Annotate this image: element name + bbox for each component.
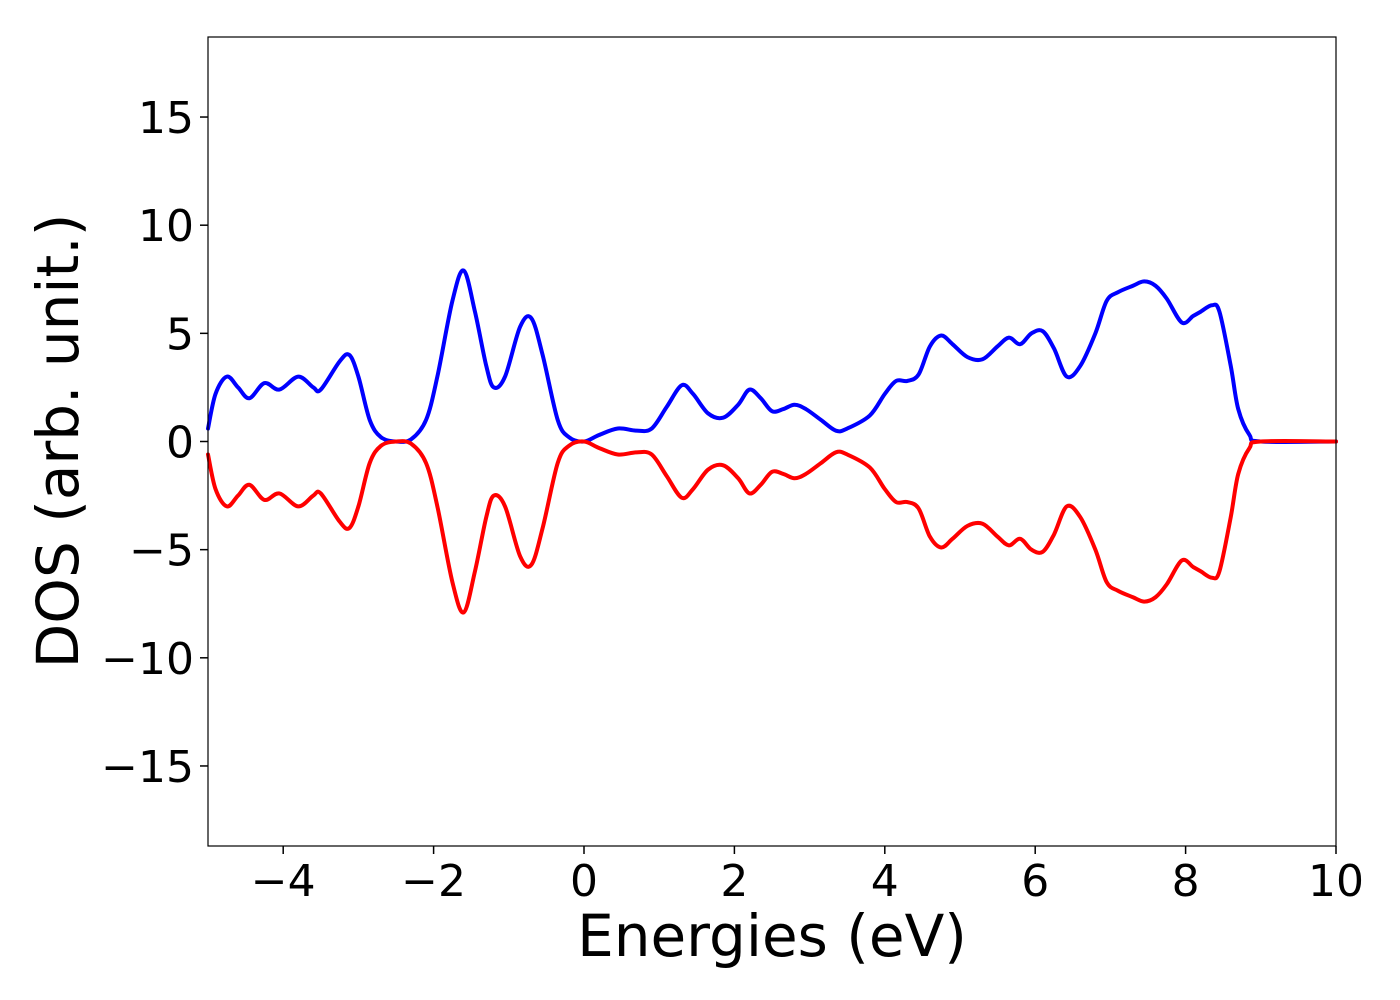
series-line-1 bbox=[206, 268, 1338, 444]
x-ticks: −4 −2 0 2 4 6 8 10 bbox=[251, 846, 1364, 907]
x-tick-label: 6 bbox=[1021, 856, 1049, 907]
y-tick-label: 0 bbox=[166, 418, 194, 469]
x-tick-label: 2 bbox=[720, 856, 748, 907]
y-tick-label: −10 bbox=[101, 634, 194, 685]
plot-background bbox=[208, 37, 1336, 846]
y-tick-label: 5 bbox=[166, 309, 194, 360]
x-tick-label: 4 bbox=[871, 856, 899, 907]
series-layer bbox=[206, 268, 1338, 615]
y-tick-label: −5 bbox=[129, 526, 194, 577]
x-axis-label: Energies (eV) bbox=[577, 902, 967, 970]
x-tick-label: −4 bbox=[251, 856, 316, 907]
y-tick-label: −15 bbox=[101, 742, 194, 793]
x-tick-label: 10 bbox=[1308, 856, 1364, 907]
y-ticks: 15 10 5 0 −5 −10 −15 bbox=[101, 93, 208, 793]
series-line-2 bbox=[206, 439, 1338, 615]
y-axis-label: DOS (arb. unit.) bbox=[24, 214, 92, 669]
x-tick-label: −2 bbox=[401, 856, 466, 907]
x-tick-label: 0 bbox=[570, 856, 598, 907]
y-tick-label: 15 bbox=[138, 93, 194, 144]
y-tick-label: 10 bbox=[138, 201, 194, 252]
x-tick-label: 8 bbox=[1172, 856, 1200, 907]
